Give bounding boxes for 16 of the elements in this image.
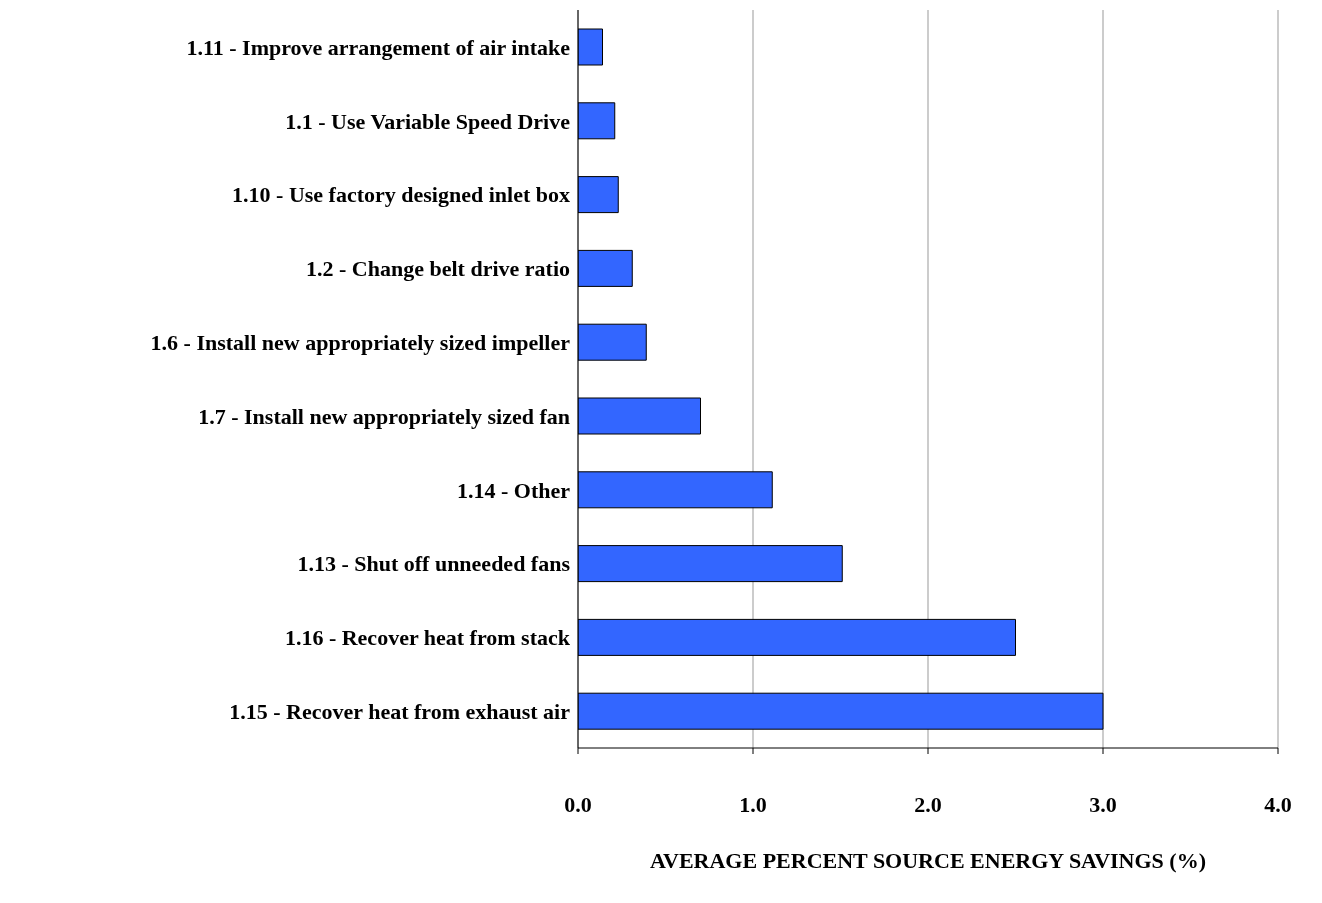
x-tick-label: 3.0 <box>1089 791 1117 817</box>
y-tick-label: 1.16 - Recover heat from stack <box>284 625 571 651</box>
x-tick-label: 2.0 <box>914 791 942 817</box>
x-tick-label: 4.0 <box>1264 791 1292 817</box>
y-tick-label: 1.14 - Other <box>456 477 571 503</box>
y-tick-label: 1.6 - Install new appropriately sized impeller <box>150 329 571 355</box>
x-tick-label: 0.0 <box>564 791 592 817</box>
y-tick-label: 1.1 - Use Variable Speed Drive <box>285 108 571 134</box>
y-tick-label: 1.15 - Recover heat from exhaust air <box>229 698 571 724</box>
x-axis-title: AVERAGE PERCENT SOURCE ENERGY SAVINGS (%) <box>649 848 1207 873</box>
y-tick-label: 1.11 - Improve arrangement of air intake <box>186 34 571 60</box>
y-tick-label: 1.10 - Use factory designed inlet box <box>232 182 570 208</box>
y-tick-label: 1.13 - Shut off unneeded fans <box>297 551 571 577</box>
y-tick-label: 1.7 - Install new appropriately sized fan <box>198 403 570 429</box>
y-tick-label: 1.2 - Change belt drive ratio <box>306 256 570 282</box>
x-tick-label: 1.0 <box>739 791 767 817</box>
